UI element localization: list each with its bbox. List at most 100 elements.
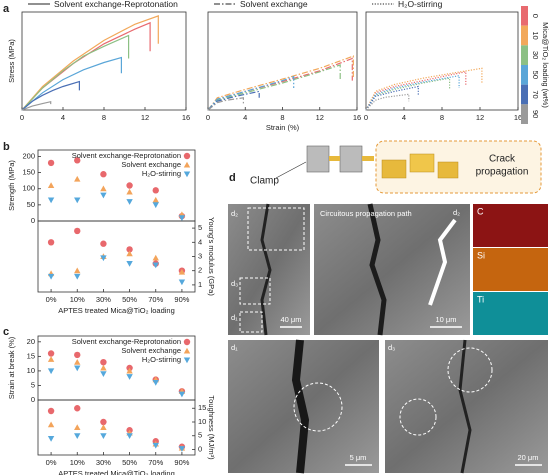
axes-frame — [21, 11, 187, 111]
marker — [183, 161, 191, 168]
marker — [183, 338, 191, 346]
scale-label: 10 μm — [436, 315, 457, 324]
curve — [21, 34, 130, 111]
curve — [365, 67, 483, 111]
y-tick-label: 5 — [198, 223, 202, 232]
marker — [126, 261, 133, 267]
marker — [126, 188, 133, 195]
marker — [100, 418, 107, 426]
scale-label: 5 μm — [350, 453, 367, 462]
x-tick-label: 16 — [514, 113, 522, 122]
marker — [178, 268, 186, 275]
x-tick-label: 50% — [122, 458, 137, 467]
crack-label: propagation — [476, 167, 529, 178]
eds-label: Ti — [477, 294, 484, 304]
curve — [207, 55, 354, 111]
x-tick-label: 8 — [102, 113, 106, 122]
marker — [178, 279, 186, 286]
marker — [74, 175, 81, 182]
y-tick-label: 50 — [27, 200, 35, 209]
colorbar-swatch — [521, 65, 528, 85]
x-tick-label: 0% — [46, 295, 57, 304]
scale-label: 40 μm — [281, 315, 302, 324]
marker — [74, 358, 81, 365]
y-tick-label: 15 — [198, 403, 206, 412]
marker — [74, 433, 81, 439]
image-label: d₂ — [453, 208, 460, 217]
legend-label: Solvent exchange-Reprotonation — [72, 337, 181, 346]
marker — [178, 446, 186, 452]
colorbar-swatch — [521, 84, 528, 105]
marker — [126, 433, 133, 439]
marker — [100, 371, 107, 378]
marker — [152, 379, 159, 386]
x-tick-label: 0% — [46, 458, 57, 467]
marker — [74, 424, 81, 431]
legend-label: H₂O-stirring — [142, 169, 181, 178]
y-tick-label: 5 — [31, 380, 35, 389]
clamp-label: Clamp — [250, 176, 279, 187]
x-axis-title: APTES treated Mica@TiO₂ loading — [58, 469, 175, 475]
y-tick-label: 2 — [198, 266, 202, 275]
y-tick-label: 100 — [22, 184, 35, 193]
y-tick-label: 4 — [198, 237, 202, 246]
crack-label: Crack — [489, 154, 516, 165]
curve — [207, 64, 341, 111]
curve — [365, 71, 467, 111]
marker — [100, 192, 107, 199]
marker — [47, 407, 55, 415]
chart-title: Solvent exchange — [240, 0, 308, 9]
x-tick-label: 0 — [20, 113, 24, 122]
marker — [74, 197, 81, 204]
marker — [100, 424, 107, 431]
marker — [74, 157, 81, 164]
axes-frame — [37, 399, 196, 456]
y-tick-label: 0 — [31, 216, 35, 225]
panel-label: c — [3, 326, 9, 338]
marker — [183, 347, 191, 354]
legend-label: H₂O-stirring — [142, 355, 181, 364]
x-tick-label: 90% — [174, 295, 189, 304]
y-axis-title: Toughness (MJ/m³) — [207, 395, 216, 460]
legend-label: Solvent exchange — [121, 346, 181, 355]
panel-label: b — [3, 141, 10, 153]
marker — [74, 351, 81, 359]
marker — [47, 421, 55, 428]
image-label: d₁ — [231, 313, 238, 322]
x-tick-label: 70% — [148, 295, 163, 304]
marker — [178, 215, 186, 221]
marker — [100, 433, 107, 439]
x-tick-label: 8 — [440, 113, 444, 122]
x-tick-label: 12 — [476, 113, 484, 122]
sem-images — [228, 203, 548, 474]
colorbar-swatch — [521, 45, 528, 65]
colorbar-label: 50 — [531, 71, 540, 79]
x-tick-label: 0 — [206, 113, 210, 122]
marker — [126, 199, 133, 205]
x-tick-label: 4 — [61, 113, 65, 122]
curve — [21, 56, 122, 111]
marker — [152, 442, 159, 449]
scale-label: 20 μm — [518, 453, 539, 462]
marker — [100, 171, 107, 178]
y-tick-label: 1 — [198, 280, 202, 289]
x-tick-label: 10% — [70, 458, 85, 467]
x-tick-label: 12 — [141, 113, 149, 122]
x-tick-label: 16 — [182, 113, 190, 122]
marker — [47, 197, 55, 204]
schematic — [275, 140, 542, 194]
y-tick-label: 10 — [198, 417, 206, 426]
marker — [152, 187, 159, 194]
colorbar-swatch — [521, 6, 528, 26]
colorbar-swatch — [521, 104, 528, 124]
marker — [152, 262, 159, 269]
curve — [21, 15, 159, 111]
marker — [47, 356, 55, 362]
y-tick-label: 200 — [22, 151, 35, 160]
marker — [74, 273, 81, 280]
x-tick-label: 4 — [402, 113, 406, 122]
marker — [152, 196, 159, 203]
y-tick-label: 5 — [198, 431, 202, 440]
